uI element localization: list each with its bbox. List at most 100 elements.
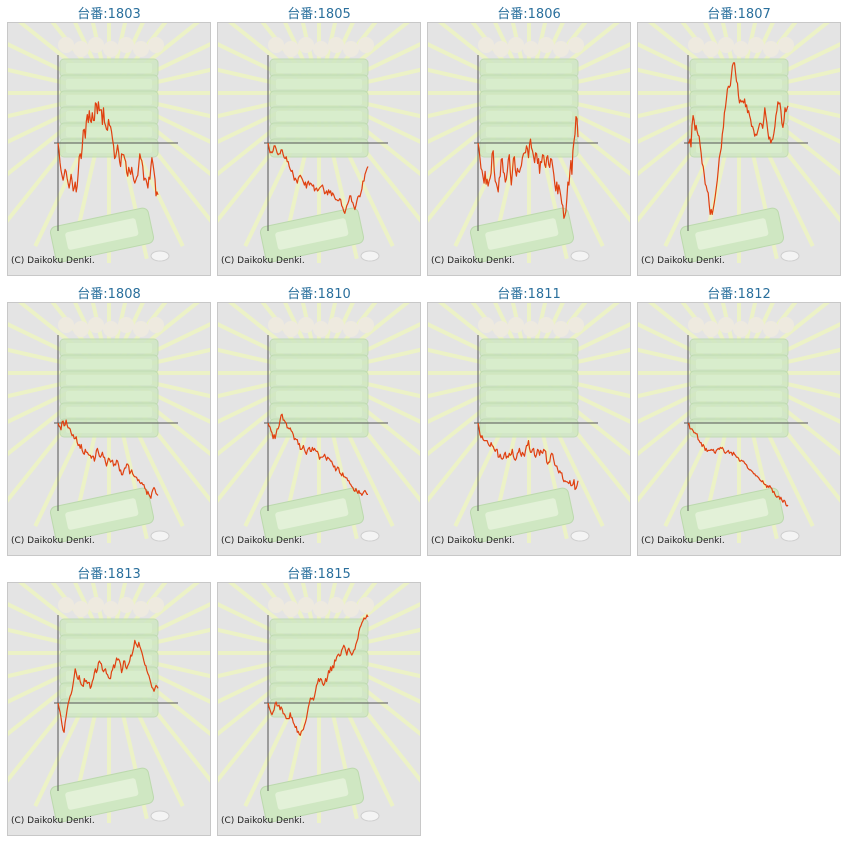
machine-number-title[interactable]: 台番:1810 xyxy=(287,287,351,302)
box-inner xyxy=(696,127,782,137)
ball-decoration xyxy=(313,41,329,57)
ball-decoration xyxy=(523,41,539,57)
ball-decoration xyxy=(763,321,779,337)
tray-inner xyxy=(695,498,769,530)
data-series-line xyxy=(477,116,579,219)
box-inner xyxy=(486,407,572,417)
machine-number-title[interactable]: 台番:1807 xyxy=(707,7,771,22)
copyright-text: (C) Daikoku Denki. xyxy=(641,256,725,266)
machine-chart-cell[interactable]: 台番:1813 (C) Daikoku Denki. xyxy=(7,560,211,836)
box-inner xyxy=(696,79,782,89)
ball-decoration xyxy=(88,37,104,53)
box-inner xyxy=(696,143,782,153)
ball-decoration xyxy=(118,597,134,613)
ball-decoration xyxy=(88,597,104,613)
box-inner xyxy=(276,423,362,433)
machine-chart-cell[interactable]: 台番:1808 (C) Daikoku Denki. xyxy=(7,280,211,556)
ball-decoration xyxy=(688,317,704,333)
ball-decoration xyxy=(358,317,374,333)
ball-decoration xyxy=(148,317,164,333)
ball-decoration xyxy=(508,37,524,53)
machine-chart-cell[interactable]: 台番:1811 (C) Daikoku Denki. xyxy=(427,280,631,556)
ball-decoration xyxy=(478,37,494,53)
machine-number-title[interactable]: 台番:1811 xyxy=(497,287,561,302)
machine-number-title[interactable]: 台番:1803 xyxy=(77,7,141,22)
copyright-text: (C) Daikoku Denki. xyxy=(641,536,725,546)
chart-panel: (C) Daikoku Denki. xyxy=(427,22,631,276)
box-inner xyxy=(276,343,362,353)
box-inner xyxy=(276,359,362,369)
box-inner xyxy=(486,127,572,137)
machine-number-title[interactable]: 台番:1812 xyxy=(707,287,771,302)
chart-svg xyxy=(8,23,210,263)
box-inner xyxy=(276,143,362,153)
box-inner xyxy=(486,343,572,353)
ball-decoration xyxy=(718,317,734,333)
machine-number-title[interactable]: 台番:1806 xyxy=(497,7,561,22)
box-inner xyxy=(66,423,152,433)
ball-decoration xyxy=(328,37,344,53)
data-series-line xyxy=(57,639,159,733)
ball-decoration xyxy=(358,37,374,53)
ball-decoration xyxy=(358,597,374,613)
coin-decoration xyxy=(150,530,170,542)
box-inner xyxy=(696,375,782,385)
machine-chart-cell[interactable]: 台番:1803 (C) Daikoku Denki. xyxy=(7,0,211,276)
machine-number-title[interactable]: 台番:1815 xyxy=(287,567,351,582)
machine-number-title[interactable]: 台番:1808 xyxy=(77,287,141,302)
ball-decoration xyxy=(748,317,764,333)
box-inner xyxy=(696,391,782,401)
machine-chart-cell[interactable]: 台番:1807 (C) Daikoku Denki. xyxy=(637,0,841,276)
coin-decoration xyxy=(150,810,170,822)
copyright-text: (C) Daikoku Denki. xyxy=(11,256,95,266)
box-inner xyxy=(66,671,152,681)
ball-decoration xyxy=(133,321,149,337)
box-inner xyxy=(696,407,782,417)
machine-chart-cell[interactable]: 台番:1805 (C) Daikoku Denki. xyxy=(217,0,421,276)
tray-inner xyxy=(695,218,769,250)
chart-panel: (C) Daikoku Denki. xyxy=(427,302,631,556)
data-series-line xyxy=(267,142,369,214)
ball-decoration xyxy=(748,37,764,53)
box-inner xyxy=(486,111,572,121)
coin-decoration xyxy=(360,530,380,542)
ball-decoration xyxy=(133,41,149,57)
machine-chart-cell[interactable]: 台番:1812 (C) Daikoku Denki. xyxy=(637,280,841,556)
chart-svg xyxy=(638,23,840,263)
box-inner xyxy=(276,63,362,73)
coin-decoration xyxy=(360,810,380,822)
data-series-line xyxy=(267,413,368,496)
chart-svg xyxy=(428,23,630,263)
background-illustration xyxy=(428,303,630,543)
data-series-line xyxy=(267,614,369,736)
box-inner xyxy=(66,655,152,665)
background-illustration xyxy=(638,23,840,263)
ball-decoration xyxy=(778,317,794,333)
ball-decoration xyxy=(313,601,329,617)
ball-decoration xyxy=(73,601,89,617)
background-illustration xyxy=(428,23,630,263)
data-series-line xyxy=(687,422,789,507)
ball-decoration xyxy=(283,321,299,337)
machine-chart-cell[interactable]: 台番:1815 (C) Daikoku Denki. xyxy=(217,560,421,836)
box-inner xyxy=(276,127,362,137)
machine-chart-cell[interactable]: 台番:1806 (C) Daikoku Denki. xyxy=(427,0,631,276)
ball-decoration xyxy=(328,597,344,613)
ball-decoration xyxy=(313,321,329,337)
ball-decoration xyxy=(118,37,134,53)
box-inner xyxy=(486,423,572,433)
coin-decoration xyxy=(780,250,800,262)
ball-decoration xyxy=(703,321,719,337)
box-inner xyxy=(276,623,362,633)
chart-panel: (C) Daikoku Denki. xyxy=(637,22,841,276)
chart-panel: (C) Daikoku Denki. xyxy=(637,302,841,556)
machine-number-title[interactable]: 台番:1813 xyxy=(77,567,141,582)
machine-chart-cell[interactable]: 台番:1810 (C) Daikoku Denki. xyxy=(217,280,421,556)
box-inner xyxy=(276,79,362,89)
background-illustration xyxy=(8,303,210,543)
ball-decoration xyxy=(688,37,704,53)
ball-decoration xyxy=(733,321,749,337)
ball-decoration xyxy=(568,37,584,53)
background-illustration xyxy=(8,583,210,823)
machine-number-title[interactable]: 台番:1805 xyxy=(287,7,351,22)
